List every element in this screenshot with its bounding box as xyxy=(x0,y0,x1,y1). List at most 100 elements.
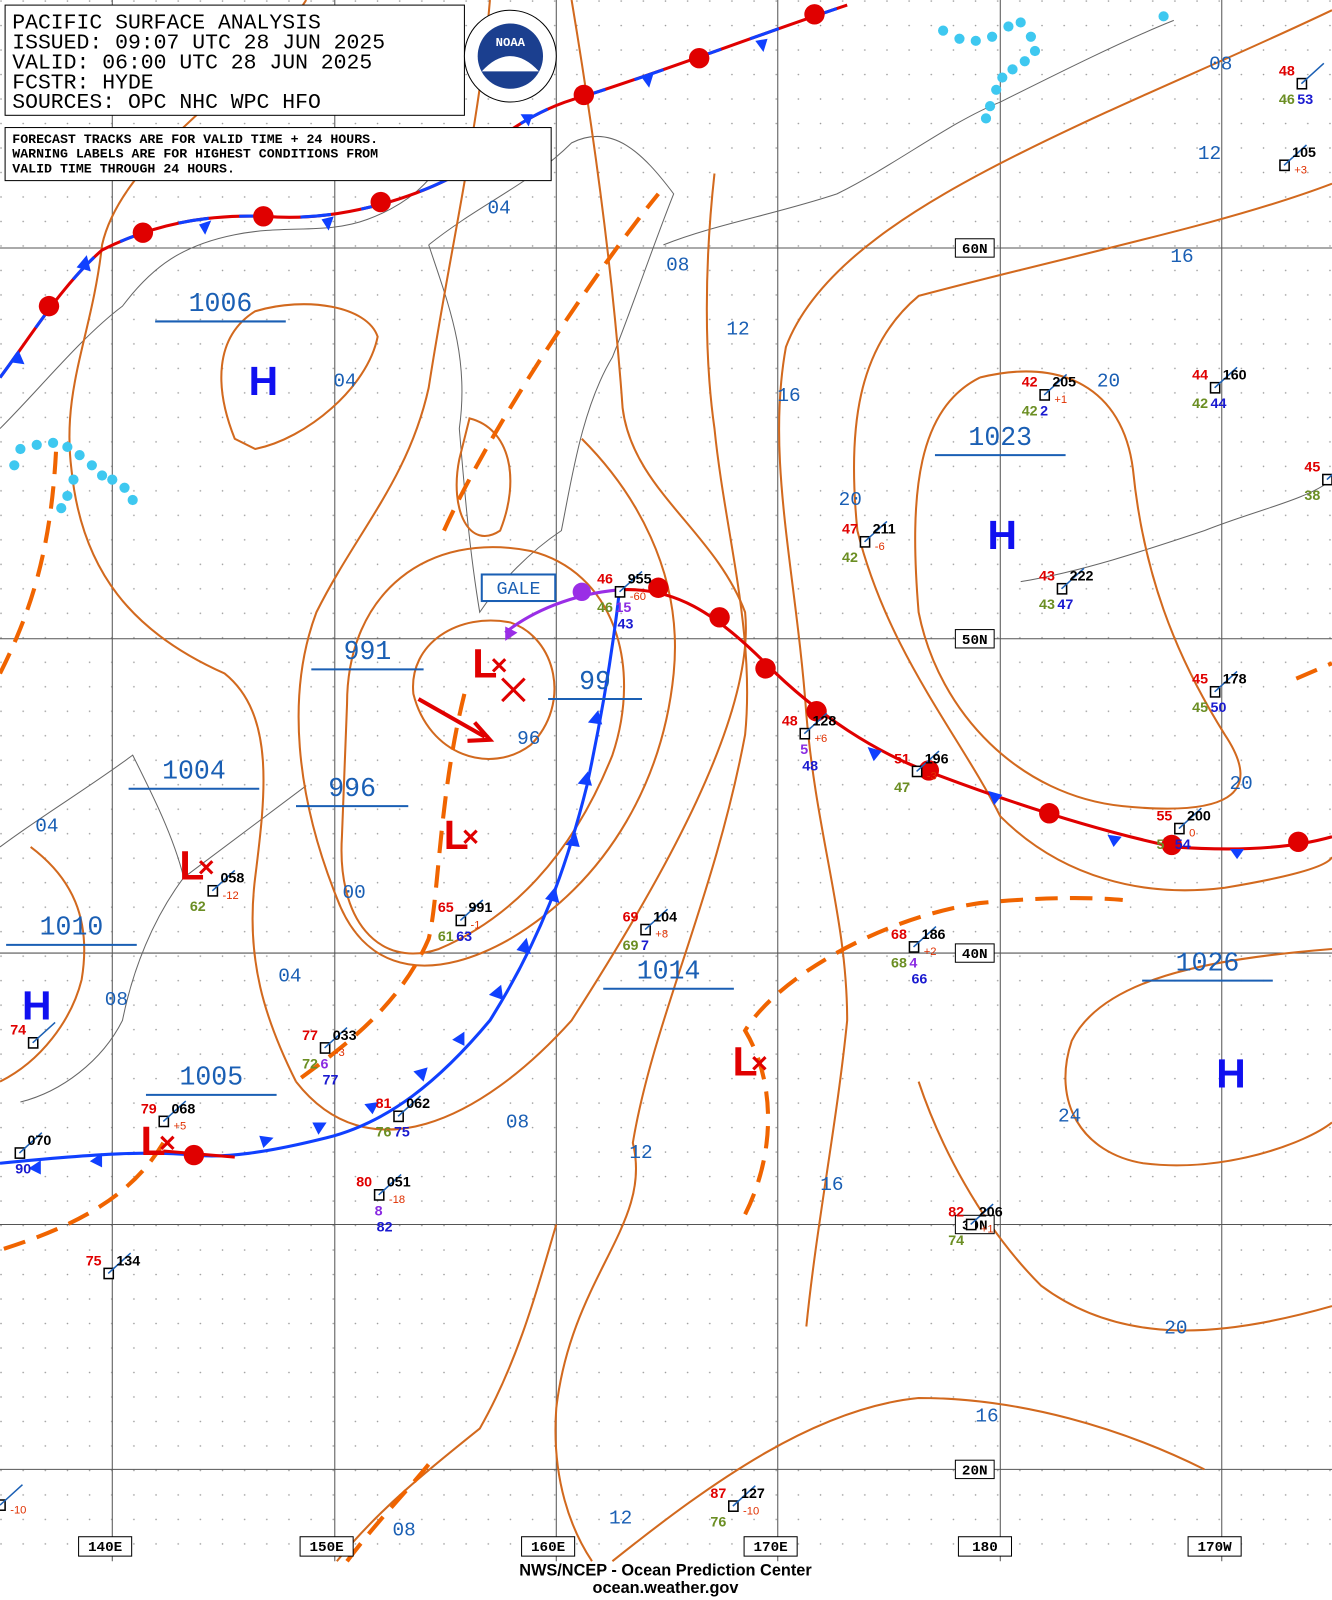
sea-info: 66 xyxy=(911,972,927,988)
station: 87 127 -10 76 xyxy=(710,1485,765,1531)
lat-box xyxy=(954,943,995,963)
sea-info: 44 xyxy=(1211,396,1227,412)
temperature: 74 xyxy=(10,1023,26,1039)
ice-dot xyxy=(984,101,996,112)
dew-point: 72 xyxy=(302,1056,318,1072)
center-x xyxy=(491,658,507,673)
isobar-label: 96 xyxy=(517,728,540,750)
ice-dot xyxy=(127,494,138,506)
sea-info: 43 xyxy=(618,617,634,633)
temperature: 79 xyxy=(141,1101,157,1117)
dew-point: 76 xyxy=(376,1125,392,1141)
wind-barb xyxy=(397,1095,422,1117)
isobar-label: 16 xyxy=(777,385,800,407)
lon-label: 140E xyxy=(88,1540,122,1556)
pressure: 178 xyxy=(1223,672,1247,688)
sea-info: 47 xyxy=(1057,597,1073,613)
dew-point: 5 xyxy=(1156,837,1164,853)
pressure-label: 1026 xyxy=(1176,948,1240,978)
pressure: 991 xyxy=(468,900,492,916)
temperature: 77 xyxy=(302,1028,318,1044)
warm-mark xyxy=(1039,803,1060,824)
isobar xyxy=(917,1081,1332,1332)
pressure: 206 xyxy=(979,1204,1003,1220)
pressure-center: H xyxy=(988,512,1017,558)
lat-label: 20N xyxy=(962,1463,988,1479)
lon-box xyxy=(299,1536,354,1557)
tendency: -10 xyxy=(743,1505,759,1517)
wind-barb xyxy=(107,1252,132,1275)
warm-mark xyxy=(804,4,825,25)
wind-barb xyxy=(378,1173,402,1196)
pressure-label: 1006 xyxy=(189,289,253,319)
ice-dot xyxy=(47,437,59,448)
isobar-label: 20 xyxy=(1097,371,1120,393)
ice-dot xyxy=(56,503,67,514)
isobar-label: 24 xyxy=(1058,1105,1081,1127)
wind-barb xyxy=(1061,567,1085,590)
wind-barb xyxy=(916,750,940,772)
tendency: +8 xyxy=(655,929,668,941)
troughs xyxy=(0,192,1332,1563)
isobar-label: 04 xyxy=(278,966,301,988)
dew-point: 43 xyxy=(1039,597,1055,613)
ice-dot xyxy=(1029,45,1041,57)
lat-box xyxy=(954,1459,995,1480)
dew-point: 61 xyxy=(438,929,454,945)
wind-barb xyxy=(459,899,484,921)
coast-alaska xyxy=(663,19,1174,246)
isobar xyxy=(914,370,1242,810)
coastlines xyxy=(0,19,1332,1103)
station: 74 xyxy=(10,1021,56,1049)
warm-mark xyxy=(1288,831,1309,853)
station: 43 222 43 47 xyxy=(1039,567,1094,613)
temperature: 69 xyxy=(623,909,639,925)
wind-barb xyxy=(913,925,937,948)
temperature: 51 xyxy=(894,751,910,767)
wind-barb xyxy=(1300,62,1325,85)
warm-mark xyxy=(38,295,60,317)
footer-line: NWS/NCEP - Ocean Prediction Center xyxy=(519,1562,812,1580)
pressure: 222 xyxy=(1070,569,1094,585)
isobar-label: 12 xyxy=(1198,143,1221,165)
trough xyxy=(0,448,59,675)
sea-info: 77 xyxy=(323,1073,339,1089)
warm-mark xyxy=(132,222,154,243)
temperature: 68 xyxy=(891,927,907,943)
ice-dot xyxy=(15,443,26,455)
sea-info: 8 xyxy=(375,1203,383,1219)
ice-dot xyxy=(954,33,965,44)
tendency: -60 xyxy=(630,591,646,603)
lon-box xyxy=(957,1536,1013,1557)
station: 69 104 +8 69 7 xyxy=(623,908,677,954)
isobar xyxy=(1064,947,1332,1167)
sea-info: 5 xyxy=(800,742,808,758)
ice-dot xyxy=(86,460,97,471)
ice-dot xyxy=(9,460,20,471)
warm-mark xyxy=(648,577,669,598)
station: 81 062 76 75 xyxy=(376,1095,430,1141)
occluded-triangle xyxy=(505,626,518,641)
station: 51 196 -3 47 xyxy=(894,750,949,796)
isobar-label: 20 xyxy=(839,489,862,511)
trough xyxy=(442,192,660,532)
pressure: 127 xyxy=(741,1486,765,1502)
ice-dot xyxy=(1158,11,1169,22)
wind-barb xyxy=(1214,670,1238,693)
sea-info: 7 xyxy=(641,938,649,954)
track-arrow xyxy=(417,697,495,743)
lat-label: 60N xyxy=(962,242,988,258)
wind-barb xyxy=(1283,144,1307,166)
header-box: NOAA xyxy=(4,4,557,182)
ice-dot xyxy=(62,490,73,502)
tendency: +1 xyxy=(1054,394,1067,406)
dew-point: 76 xyxy=(710,1515,726,1531)
sea-info: 53 xyxy=(1297,92,1313,108)
dew-point: 62 xyxy=(190,899,206,915)
footer-line: ocean.weather.gov xyxy=(592,1579,738,1597)
station-box xyxy=(0,1499,6,1511)
pressure: 105 xyxy=(1292,145,1316,161)
pressure-label: 1010 xyxy=(40,913,104,943)
